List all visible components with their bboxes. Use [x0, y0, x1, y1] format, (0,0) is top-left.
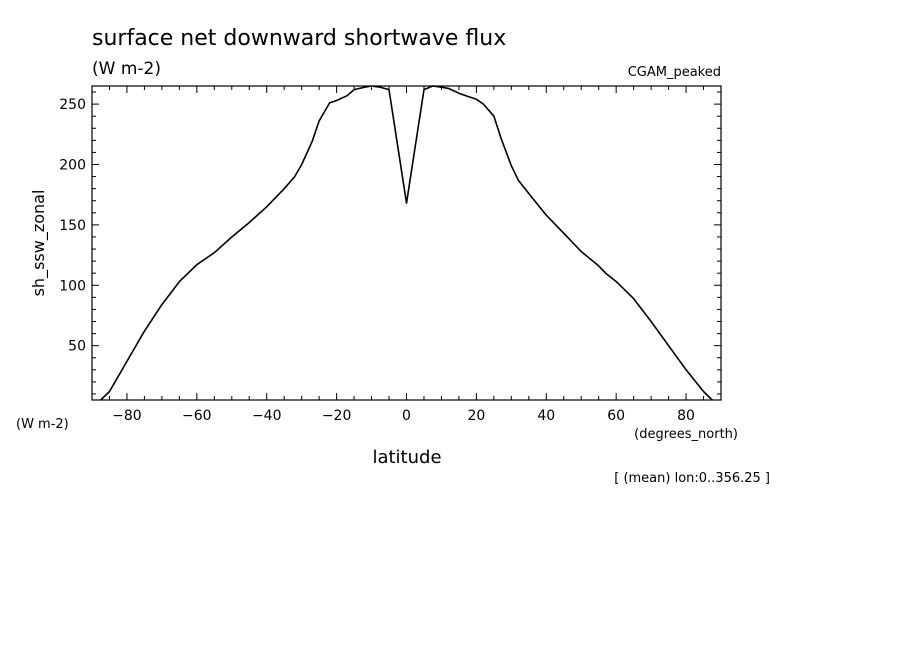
y-axis-units: (W m-2) — [16, 417, 69, 432]
y-tick-label: 200 — [59, 158, 86, 174]
x-tick-label: −40 — [252, 408, 282, 424]
y-axis-tick-labels: 50 100 150 200 250 — [59, 97, 86, 355]
x-axis-units: (degrees_north) — [634, 427, 738, 442]
x-tick-label: 80 — [677, 408, 695, 424]
y-tick-label: 50 — [68, 339, 86, 355]
x-tick-label: −80 — [112, 408, 142, 424]
x-tick-label: 20 — [467, 408, 485, 424]
y-axis-label: sh_ssw_zonal — [29, 190, 49, 297]
x-tick-label: −20 — [322, 408, 352, 424]
y-tick-label: 250 — [59, 97, 86, 113]
series-line — [100, 85, 713, 401]
x-tick-label: 40 — [537, 408, 555, 424]
x-axis-ticks — [108, 86, 705, 400]
x-tick-label: 0 — [402, 408, 411, 424]
y-tick-label: 150 — [59, 218, 86, 234]
dataset-label: CGAM_peaked — [628, 65, 721, 80]
chart-title: surface net downward shortwave flux — [92, 26, 506, 51]
x-tick-label: 60 — [607, 408, 625, 424]
x-axis-label: latitude — [372, 447, 441, 468]
chart-subtitle-units: (W m-2) — [92, 59, 161, 79]
y-axis-ticks — [92, 91, 721, 395]
footnote: [ (mean) lon:0..356.25 ] — [614, 471, 770, 486]
x-axis-tick-labels: −80 −60 −40 −20 0 20 40 60 80 — [112, 408, 695, 424]
x-tick-label: −60 — [182, 408, 212, 424]
y-tick-label: 100 — [59, 278, 86, 294]
plot-frame — [91, 85, 722, 401]
